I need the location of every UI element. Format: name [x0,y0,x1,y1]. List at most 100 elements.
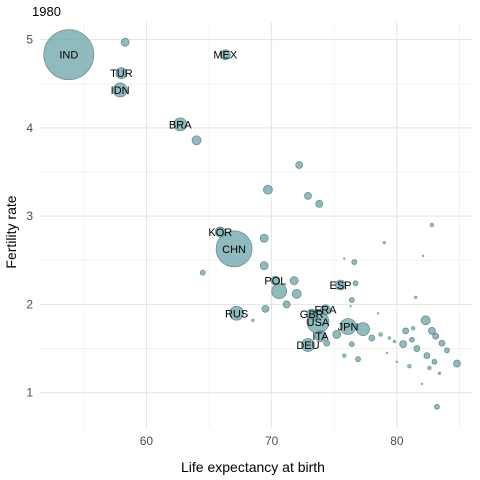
data-point [343,257,346,260]
data-point [395,360,399,364]
data-point [438,339,446,347]
data-point [402,327,410,335]
point-label: POL [264,276,286,288]
x-axis-label: Life expectancy at birth [181,459,325,475]
data-point [315,199,324,208]
data-point [191,135,202,146]
data-point [349,305,352,308]
data-point [332,330,342,339]
data-point [112,82,128,98]
data-point [215,230,253,268]
y-axis-label: Fertility rate [3,195,19,268]
data-point [453,359,461,368]
data-point [351,259,358,265]
data-point [413,295,418,300]
data-point [115,67,128,80]
x-tick-label: 70 [265,434,279,448]
data-point [120,37,130,47]
data-point [437,371,442,375]
data-points [43,29,461,410]
point-label: MEX [213,50,238,62]
point-label: IND [59,50,78,62]
data-point [43,29,95,81]
data-point [378,332,383,337]
data-point [295,161,304,169]
point-label: RUS [225,308,248,320]
chart-title: 1980 [32,4,61,19]
data-point [339,318,357,335]
data-point [399,340,408,349]
data-point [251,318,255,323]
point-label: FRA [314,305,337,317]
data-point [270,275,281,286]
x-axis-ticks: 60 70 80 [140,434,404,448]
data-point [432,332,440,340]
data-point [410,326,416,331]
point-label: KOR [208,227,232,239]
data-point [434,403,440,410]
data-point [421,254,425,258]
data-point [219,49,231,61]
data-point [408,336,415,343]
y-tick-label: 2 [26,297,33,311]
data-point [320,304,331,316]
data-point [304,191,312,200]
point-label: ITA [312,331,329,343]
data-point [261,304,270,313]
y-tick-label: 3 [26,209,33,223]
point-label: GBR [300,309,324,321]
y-tick-label: 1 [26,386,33,400]
data-point [420,382,424,386]
data-point [291,288,302,299]
data-point [314,330,327,343]
data-point [413,345,421,352]
data-point [382,240,387,245]
data-point [423,352,431,360]
data-point [259,261,269,271]
point-label: BRA [169,119,192,131]
point-label: IDN [111,85,130,97]
data-point [356,322,370,337]
data-point [429,222,435,228]
data-point [306,308,318,320]
data-point [352,280,359,287]
data-point [229,305,244,321]
data-point [428,327,436,335]
minor-grid [40,22,472,428]
data-point [348,341,355,348]
point-label: USA [307,317,330,329]
data-point [199,269,206,276]
data-point [214,226,226,238]
data-point [289,276,299,286]
y-tick-label: 5 [26,33,33,47]
x-tick-label: 80 [390,434,404,448]
data-point [444,347,450,354]
data-point [262,184,273,195]
major-grid [40,22,472,428]
data-point [376,312,380,315]
point-label: DEU [296,340,319,352]
data-point [173,117,188,132]
data-point [323,339,331,347]
point-label: CHN [222,244,246,256]
data-point [335,279,346,291]
data-point [407,364,412,369]
data-point [348,297,355,303]
data-point [368,334,376,342]
data-point [392,339,397,344]
point-label: TUR [110,68,133,80]
data-point [282,300,291,309]
data-point [355,356,361,363]
data-point [431,358,438,365]
y-tick-label: 4 [26,121,33,135]
data-point [259,233,269,243]
point-label: JPN [338,322,359,334]
data-point [420,315,431,326]
y-axis-ticks: 1 2 3 4 5 [26,33,33,400]
data-point [387,336,392,340]
data-point [301,338,315,352]
data-point [342,353,347,358]
point-label: ESP [330,280,352,292]
